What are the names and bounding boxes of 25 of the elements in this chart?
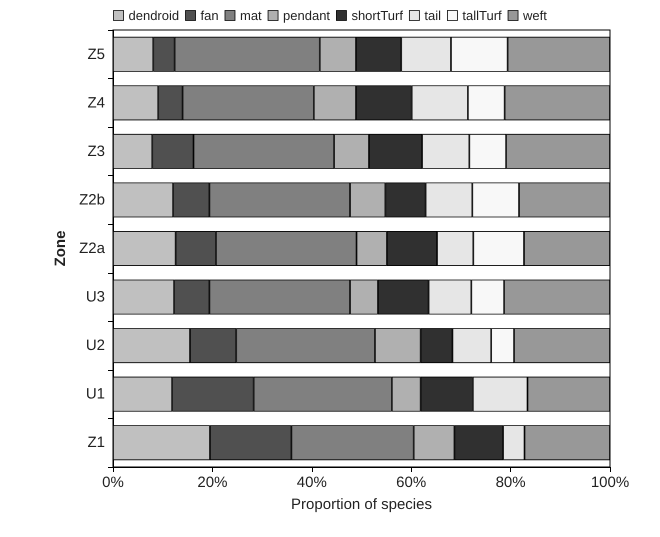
- y-tick-label: U1: [86, 386, 105, 403]
- legend-label: weft: [522, 8, 548, 23]
- legend-label: mat: [240, 8, 262, 23]
- x-tick-label: 40%: [296, 474, 327, 491]
- y-tick-label: U2: [86, 337, 105, 354]
- y-tick-label: Z5: [87, 46, 105, 63]
- x-tick-label: 0%: [102, 474, 124, 491]
- y-tick-label: Z4: [87, 94, 105, 112]
- legend-label: pendant: [283, 8, 330, 23]
- legend-label: fan: [200, 8, 219, 23]
- y-tick-label: Z2b: [79, 191, 105, 208]
- x-axis-title: Proportion of species: [291, 496, 432, 513]
- legend-label: tail: [424, 8, 442, 23]
- x-tick-label: 60%: [396, 474, 426, 491]
- x-tick-label: 100%: [590, 474, 630, 491]
- y-tick-label: Z3: [87, 142, 105, 160]
- x-tick-label: 20%: [197, 474, 228, 491]
- y-tick-label: Z2a: [79, 240, 106, 257]
- legend-label: dendroid: [128, 8, 180, 23]
- y-tick-label: U3: [86, 288, 105, 306]
- legend-label: tallTurf: [462, 8, 502, 23]
- y-tick-label: Z1: [87, 434, 105, 452]
- y-axis-title: Zone: [52, 230, 69, 266]
- x-tick-label: 80%: [496, 474, 526, 491]
- legend-label: shortTurf: [351, 8, 404, 23]
